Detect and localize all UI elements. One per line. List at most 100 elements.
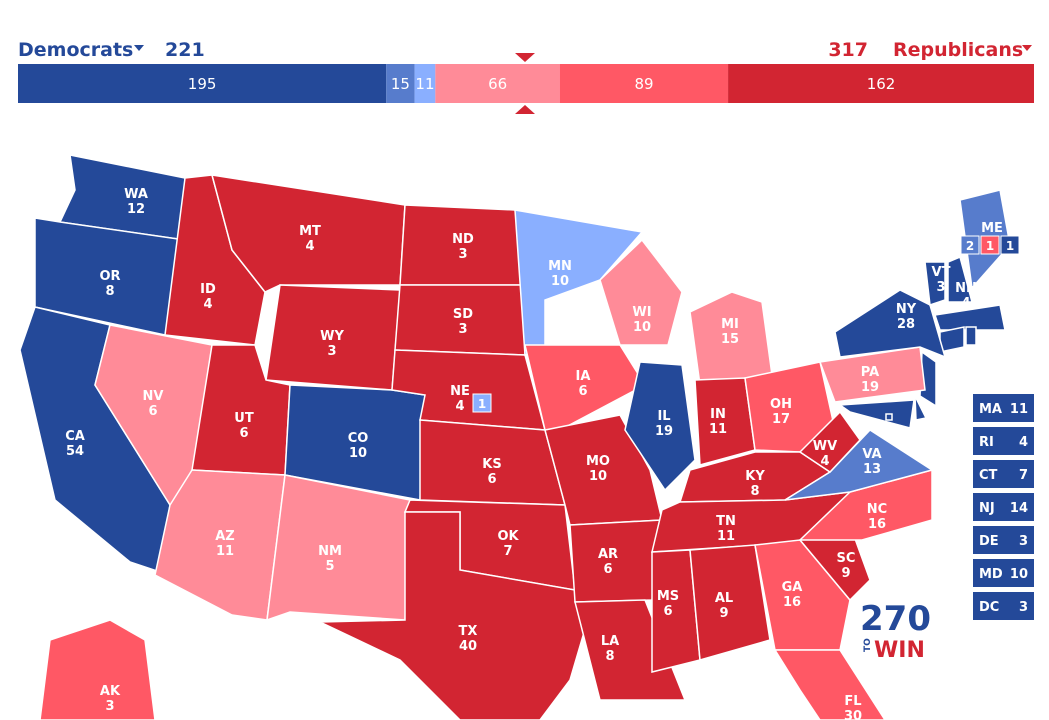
state-abbr: TX [459,624,478,639]
state-votes: 8 [750,484,759,499]
small-state-votes: 4 [1019,435,1028,450]
state-shape[interactable] [818,346,926,403]
small-state-abbr: DE [979,534,999,549]
state-shape[interactable] [965,326,977,346]
small-state-abbr: NJ [979,501,995,516]
state-votes: 4 [203,297,212,312]
state-votes: 7 [503,544,512,559]
state-shape[interactable] [524,344,647,431]
state-shape[interactable] [947,255,973,303]
bar-segment-label: 11 [415,75,434,93]
district-box[interactable] [980,235,1000,255]
small-state-box[interactable] [973,559,1034,587]
state-shape[interactable] [39,619,156,720]
state-shape[interactable] [599,238,683,346]
state-votes: 13 [863,462,881,477]
state-abbr: MN [548,259,572,274]
state-abbr: UT [234,411,254,426]
state-abbr: NH [955,281,977,296]
midpoint-marker [515,53,535,62]
state-abbr: WY [320,329,344,344]
state-abbr: MS [657,589,679,604]
district-box[interactable] [472,393,492,413]
dropdown-arrow[interactable] [1022,45,1032,51]
state-votes: 6 [487,472,496,487]
state-votes: 28 [897,317,915,332]
state-shape[interactable] [754,539,851,651]
small-state-box[interactable] [973,526,1034,554]
bar-segment-label: 66 [488,75,507,93]
logo[interactable]: 270 TO WIN [860,599,931,663]
dem-label[interactable]: Democrats [18,39,133,61]
state-shape[interactable] [689,291,773,386]
state-votes: 3 [105,699,114,714]
state-abbr: FL [844,694,861,709]
state-shape[interactable] [624,361,696,492]
small-state-box[interactable] [973,460,1034,488]
state-abbr: IN [710,407,726,422]
small-state-abbr: MD [979,567,1003,582]
state-abbr: MI [721,317,739,332]
state-shape[interactable] [934,304,1006,331]
rep-label[interactable]: Republicans [893,39,1023,61]
state-abbr: KS [482,457,501,472]
state-abbr: OR [99,269,120,284]
small-state-box[interactable] [973,592,1034,620]
state-votes: 4 [820,454,829,469]
dropdown-arrow[interactable] [134,45,144,51]
state-votes: 9 [719,606,728,621]
state-votes: 12 [127,202,145,217]
small-state-votes: 3 [1019,534,1028,549]
state-shape[interactable] [773,649,886,720]
state-votes: 5 [325,559,334,574]
state-shape[interactable] [837,399,915,429]
state-votes: 16 [783,595,801,610]
state-shape[interactable] [939,326,965,353]
state-votes: 3 [936,280,945,295]
state-abbr: SD [453,307,473,322]
state-votes: 3 [458,247,467,262]
bar-segment [435,64,560,103]
small-state-box[interactable] [973,427,1034,455]
state-votes: 4 [961,296,970,311]
state-abbr: AK [100,684,121,699]
state-shape[interactable] [798,410,861,473]
state-shape[interactable] [574,599,687,701]
district-box[interactable] [1000,235,1020,255]
state-shape[interactable] [834,289,947,359]
state-abbr: ME [981,221,1003,236]
district-votes: 1 [1006,239,1014,253]
state-shape[interactable] [514,209,644,357]
state-abbr: OK [497,529,519,544]
state-abbr: WI [632,305,651,320]
state-votes: 10 [633,320,651,335]
bar-segment-label: 162 [867,75,896,93]
state-abbr: NY [896,302,917,317]
state-votes: 10 [551,274,569,289]
small-state-votes: 3 [1019,600,1028,615]
state-votes: 17 [772,412,790,427]
state-shape[interactable] [266,474,411,622]
state-shape[interactable] [914,395,928,421]
state-abbr: GA [782,580,803,595]
state-abbr: AZ [215,529,235,544]
state-shape[interactable] [689,544,771,661]
dem-total: 221 [165,39,205,61]
small-state-votes: 11 [1010,402,1028,417]
small-state-box[interactable] [973,394,1034,422]
state-abbr: AR [598,547,618,562]
small-state-box[interactable] [973,493,1034,521]
state-votes: 30 [844,709,862,720]
state-abbr: WV [813,439,837,454]
state-shape[interactable] [885,413,893,421]
state-votes: 8 [105,284,114,299]
bar-segment [414,64,436,103]
state-shape[interactable] [784,429,934,501]
state-abbr: PA [861,365,879,380]
state-shape[interactable] [319,511,591,720]
district-box[interactable] [960,235,980,255]
state-votes: 4 [455,399,464,414]
state-shape[interactable] [924,261,946,307]
state-votes: 6 [239,426,248,441]
